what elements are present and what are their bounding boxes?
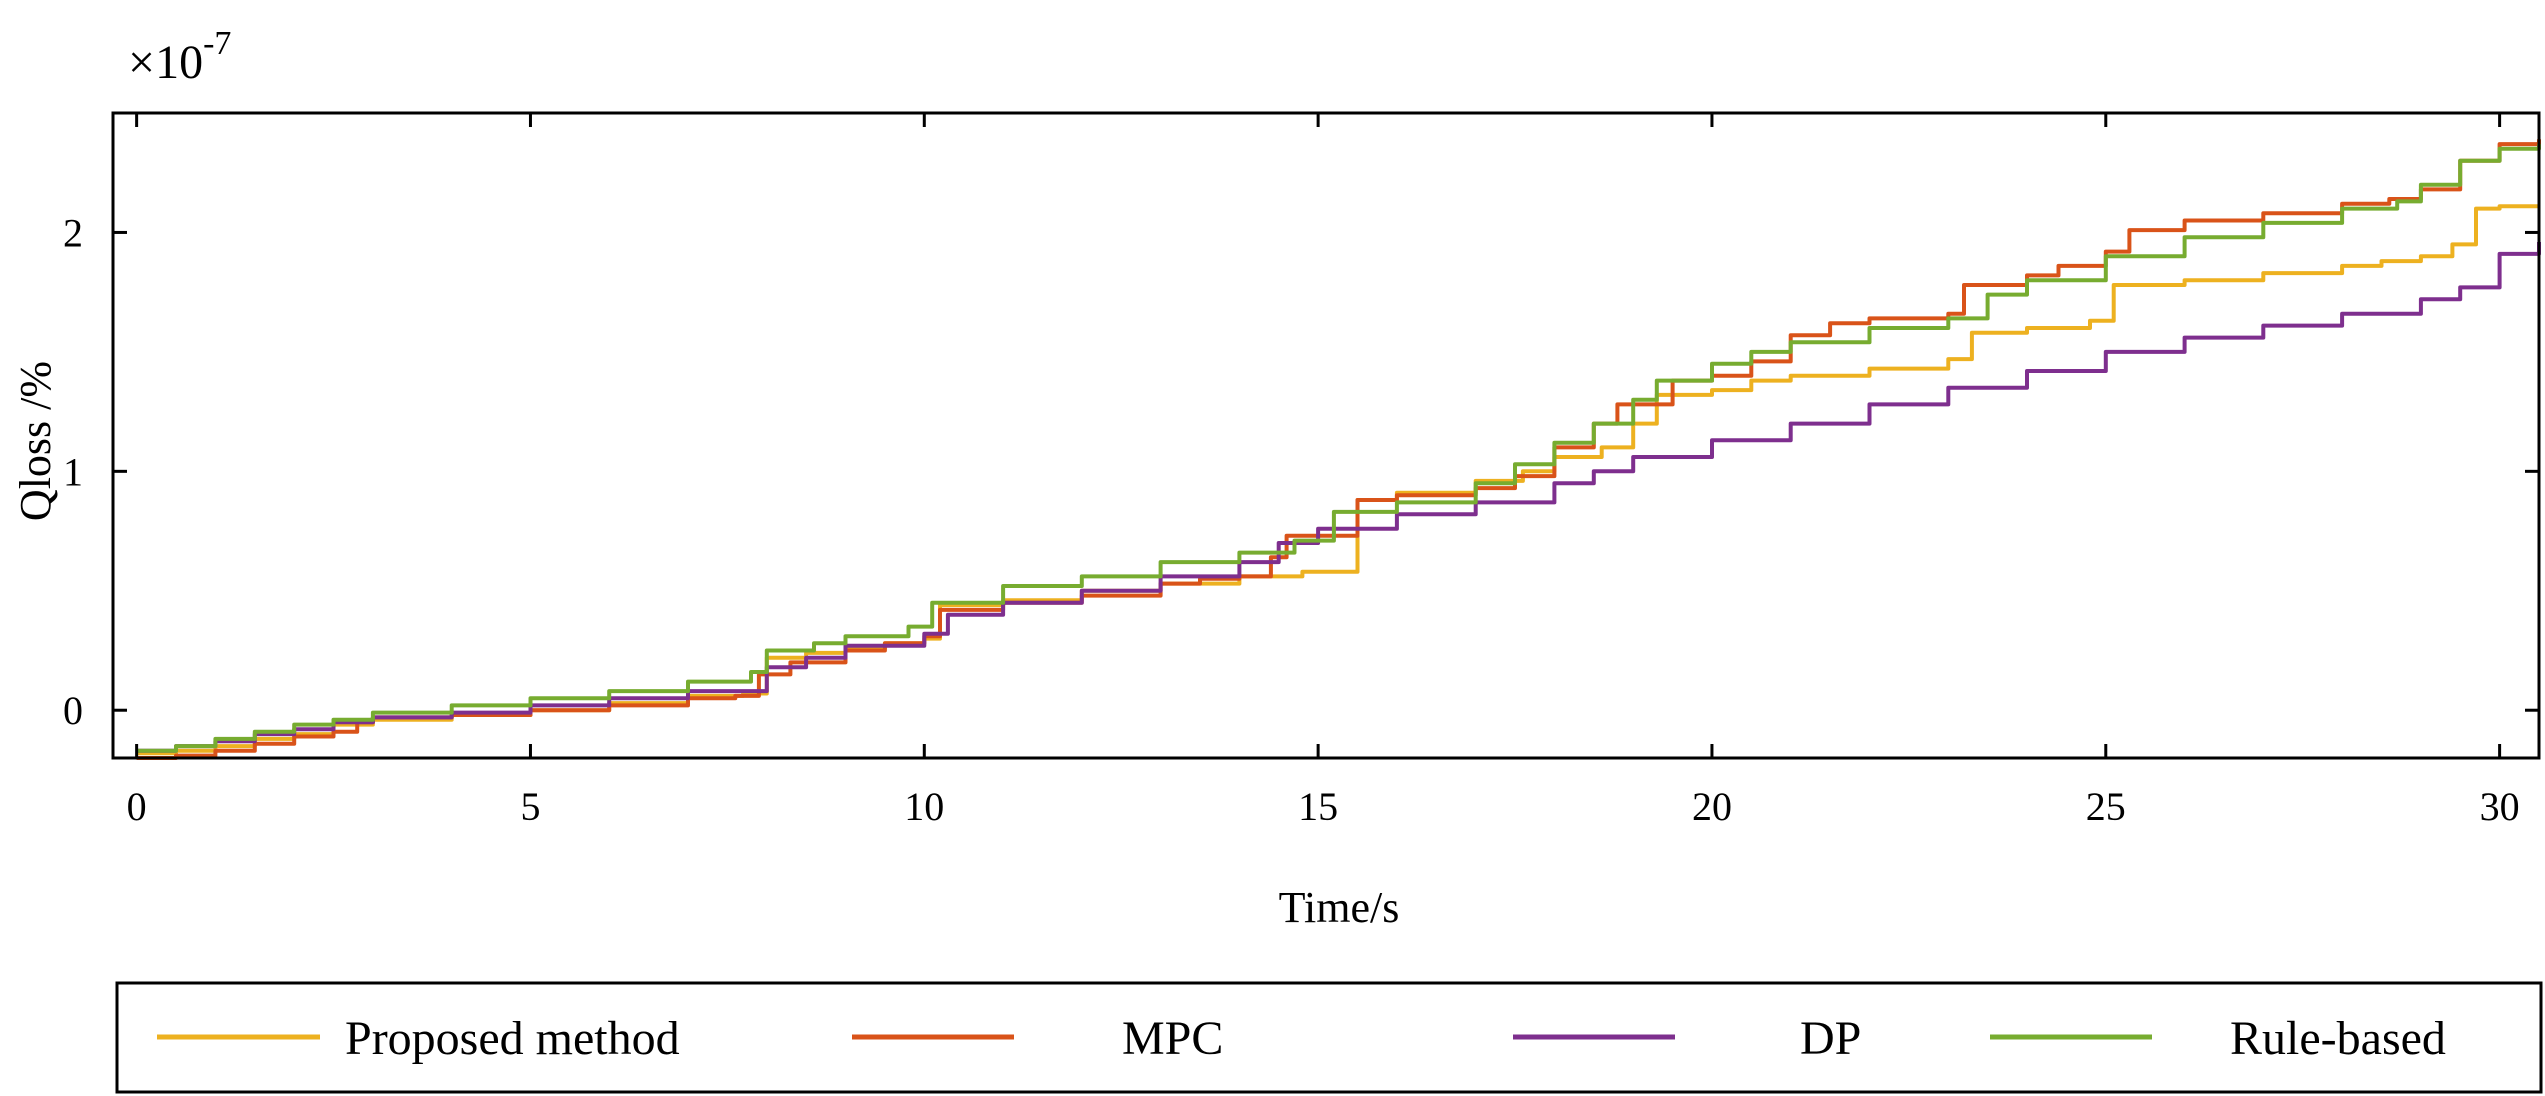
series-layer — [136, 139, 2541, 760]
plot-area-layer — [113, 113, 2539, 758]
axis-layer: 0 5 10 15 20 25 30 0 1 2 — [63, 111, 2541, 829]
x-tick-label: 20 — [1692, 784, 1732, 829]
y-axis-label: Qloss /% — [11, 361, 60, 521]
x-tick-label: 0 — [127, 784, 147, 829]
legend-label-rule-based: Rule-based — [2230, 1012, 2446, 1065]
x-tick-label: 15 — [1298, 784, 1338, 829]
legend-label-dp: DP — [1800, 1012, 1861, 1065]
y-tick-label: 1 — [63, 449, 83, 494]
legend-label-mpc: MPC — [1122, 1012, 1223, 1065]
x-axis-label: Time/s — [1279, 883, 1400, 932]
x-tick-label: 5 — [520, 784, 540, 829]
x-tick-label: 25 — [2086, 784, 2126, 829]
exponent-label: ×10-7 — [128, 25, 231, 89]
legend-label-proposed-method: Proposed method — [345, 1012, 680, 1065]
x-tick-label: 30 — [2480, 784, 2520, 829]
y-tick-label: 0 — [63, 688, 83, 733]
axes-frame — [111, 111, 2541, 760]
y-tick-label: 2 — [63, 210, 83, 255]
legend: Proposed method MPC DP Rule-based — [115, 981, 2543, 1094]
series-line-rule-based — [136, 144, 2541, 753]
plot-area — [113, 113, 2539, 758]
x-tick-label: 10 — [904, 784, 944, 829]
series-line-dp — [136, 242, 2541, 753]
